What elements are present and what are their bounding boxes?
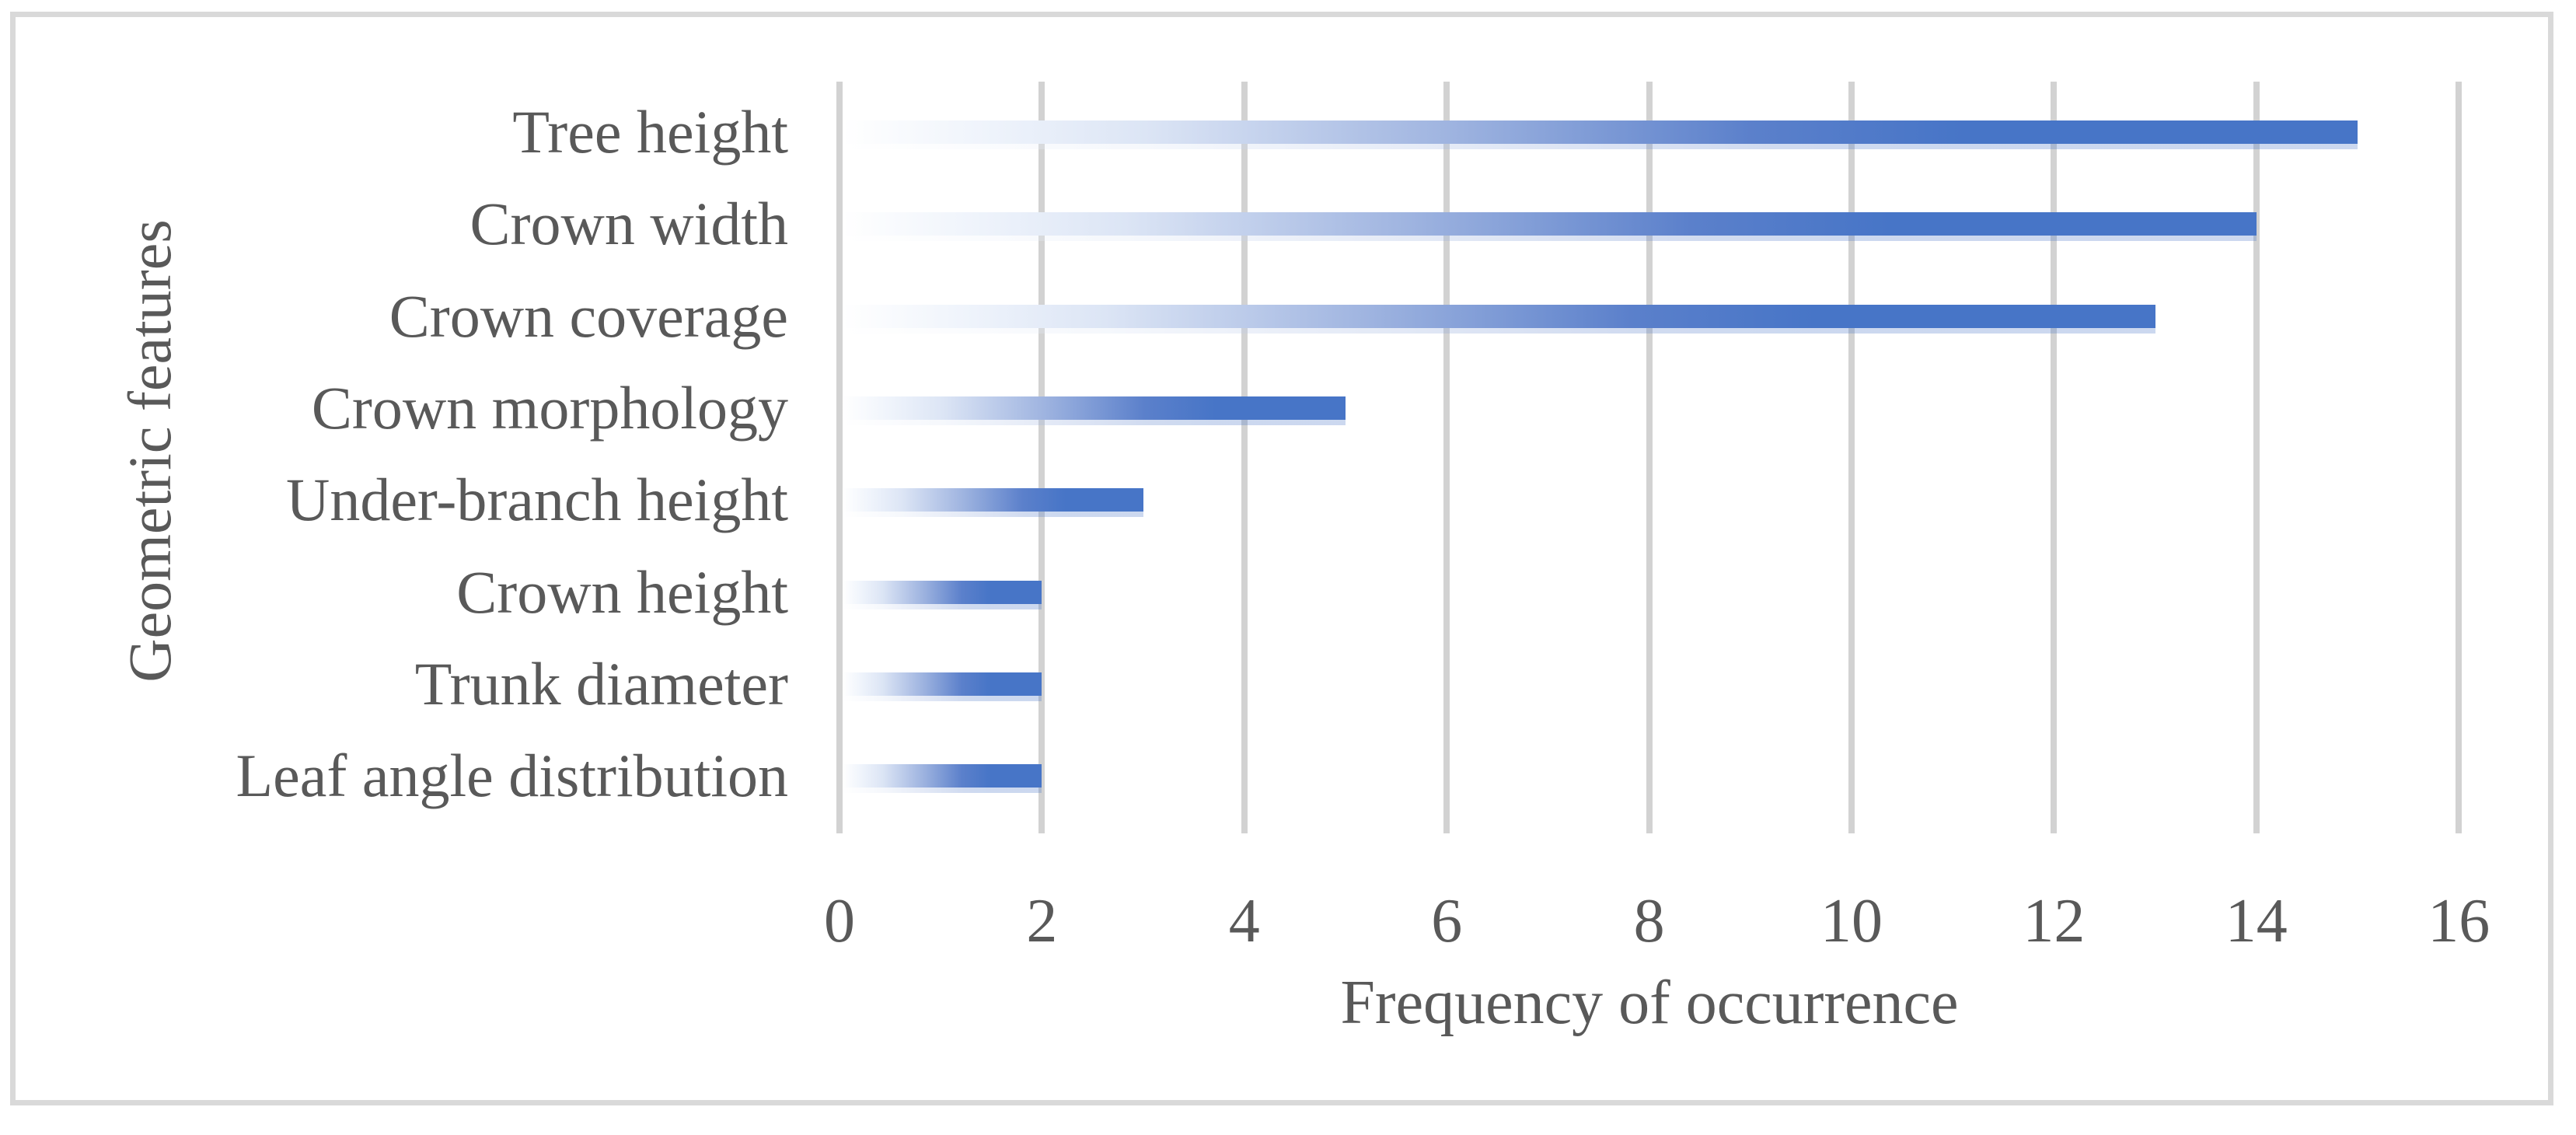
bar-crown-morphology	[843, 396, 1346, 425]
gridline-4	[1241, 82, 1248, 833]
x-tick-label-12: 12	[2023, 887, 2086, 955]
gridline-10	[1848, 82, 1855, 833]
x-tick-label-4: 4	[1228, 887, 1260, 955]
category-label-crown-morphology: Crown morphology	[311, 373, 788, 442]
gridline-14	[2253, 82, 2260, 833]
bar-crown-height	[843, 580, 1042, 609]
gridline-2	[1038, 82, 1045, 833]
bar-under-branch-height	[843, 488, 1143, 518]
category-label-crown-width: Crown width	[469, 190, 789, 258]
category-label-trunk-diameter: Trunk diameter	[414, 649, 788, 718]
gridline-16	[2456, 82, 2463, 833]
x-tick-label-6: 6	[1431, 887, 1463, 955]
bar-crown-width	[843, 212, 2257, 242]
category-label-leaf-angle-distribution: Leaf angle distribution	[236, 742, 788, 810]
category-label-tree-height: Tree height	[512, 98, 788, 166]
x-tick-label-10: 10	[1820, 887, 1883, 955]
x-tick-label-2: 2	[1026, 887, 1058, 955]
y-axis-title: Geometric features	[116, 219, 183, 683]
category-label-crown-height: Crown height	[456, 557, 788, 626]
bar-crown-coverage	[843, 304, 2155, 334]
category-label-crown-coverage: Crown coverage	[389, 281, 788, 350]
gridline-12	[2051, 82, 2058, 833]
category-label-under-branch-height: Under-branch height	[285, 466, 788, 534]
bar-trunk-diameter	[843, 672, 1042, 701]
bar-leaf-angle-distribution	[843, 764, 1042, 794]
x-tick-label-8: 8	[1633, 887, 1665, 955]
gridline-6	[1443, 82, 1450, 833]
chart-frame	[10, 12, 2553, 1105]
x-tick-label-14: 14	[2225, 887, 2288, 955]
gridline-8	[1646, 82, 1653, 833]
x-tick-label-16: 16	[2428, 887, 2490, 955]
gridline-0	[836, 82, 843, 833]
x-tick-label-0: 0	[824, 887, 855, 955]
bar-tree-height	[843, 120, 2358, 149]
x-axis-title: Frequency of occurrence	[1340, 969, 1959, 1037]
